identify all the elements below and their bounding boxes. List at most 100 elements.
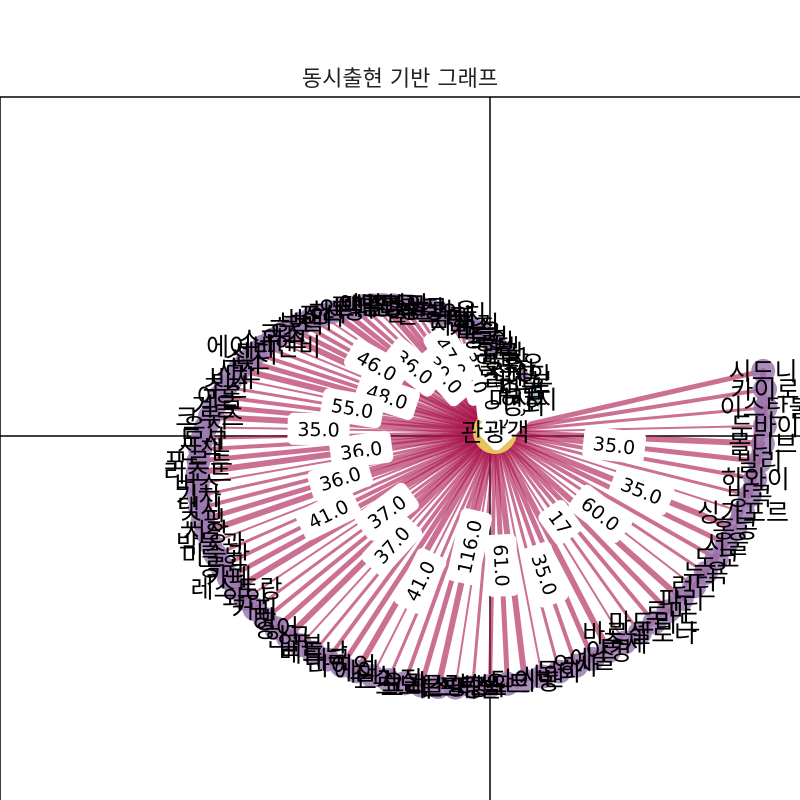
node-label: 도쿄 [694,545,740,574]
node-label: 커피 [232,595,278,624]
edge-line [493,430,719,561]
node-circle [752,413,777,438]
node-label: 베트남 [279,639,348,668]
node-label: 라이언 [307,652,376,681]
node-label: 크리스마스 [381,673,496,702]
node-label: 싱가포르 [697,498,789,527]
node-label: 주스 [349,662,395,691]
edge-label-box [295,487,362,540]
node-label: 공항 [483,345,529,374]
node-label: 미술관 [181,541,250,570]
edge-label-box [608,466,675,516]
node-label: 대만 [350,291,396,320]
edge-line [204,426,496,433]
edge-label-box [520,541,569,608]
node-label: 가족 [449,315,495,344]
edge-line [402,430,497,686]
edge-weight-label: 35.0 [582,426,647,464]
node-label: 한국 [265,623,311,652]
node-label: 관광 [479,339,525,368]
node-label: 바다 [288,305,334,334]
node-label: 하루 [309,298,355,327]
node-label: 와인 [222,585,268,614]
node-label: 영화 [501,391,547,420]
node-label: 카이로 [731,375,800,404]
node-label: 기차 [175,482,221,511]
edge-line [494,431,544,678]
node-label: 산책 [177,436,223,465]
node-label: 올드타운 [386,297,478,326]
node-label: 쇼핑 [180,506,226,535]
node-label: 빵 [253,605,276,634]
node-label: 에어 [334,657,380,686]
node-label: 리스크 [379,293,448,322]
node-label: 센터 [232,340,278,369]
edge-line [386,430,497,682]
node-label: 비치 [209,364,255,393]
node-label: 브라질 [354,666,423,695]
node-label: 두바이 [730,412,799,441]
node-label: 박물관 [176,529,245,558]
node-circle [478,673,503,698]
node-label: 몰디브 [728,430,797,459]
edge-label-box [344,338,410,393]
edge-line [493,430,752,498]
node-label: 방콕 [727,482,773,511]
node-label: 펍 [446,307,469,336]
edge-line [214,430,497,557]
node-label: 요가 [382,669,428,698]
node-label: 샌드위치 [394,300,486,329]
node-label: 겨울 [191,392,237,421]
node-label: 미국 [498,374,544,403]
node-label: 에어비앤비 [206,332,321,361]
edge-label-box [393,548,447,614]
node-label: 마사지 [489,385,558,414]
node-circle [426,675,451,700]
node-label: 리조트 [163,459,232,488]
edge-line [492,429,612,655]
node-label: 호텔 [474,334,520,363]
node-label: 스위스 [238,326,307,355]
node-label: 영어 [253,614,299,643]
node-label: 안녕 [319,296,365,325]
node-label: 추천 [203,373,249,402]
node-label: 문화 [536,658,582,687]
edge-line [494,424,766,433]
node-label: 캠핑 [426,303,472,332]
edge-label-box [568,484,633,544]
node-label: 로마 [645,597,691,626]
node-label: 루터 [329,294,375,323]
node-label: 포르투 [164,447,233,476]
edge-label-box [382,337,446,397]
node-label: 레스토랑 [191,574,283,603]
node-label: 사원 [519,663,565,692]
node-label: 관광객 [460,418,529,447]
node-label: 예술 [570,645,616,674]
node-label: 발리 [737,447,783,476]
node-label: 부엌 [278,309,324,338]
node-label: 축제 [602,628,648,657]
node-label: 맥주 [340,292,386,321]
edge-label-box [361,513,423,577]
node-label: 태국 [304,646,350,675]
node-label: 페스티벌 [409,674,501,703]
node-circle [753,395,778,420]
edge-weight-label: 35.0 [287,412,350,446]
node-label: 사진 [216,355,262,384]
node-label: 프랑스 [438,673,507,702]
node-label: 크루즈 [175,403,244,432]
edge-label-box [287,412,350,446]
node-label: 선장 [490,356,536,385]
edge-label-box [354,373,420,420]
node-label: 파리 [659,585,705,614]
node-circle [750,431,775,456]
node-label: 바르셀로나 [582,619,697,648]
node-label: 역사 [553,652,599,681]
node-label: 풍경 [462,324,508,353]
node-label-layer: 관광객영화마사지유럽미국리스본스페인선장옐로우공항관광호텔독일풍경마을가족자전거… [163,291,800,702]
node-label: 버스 [175,470,221,499]
edge-label-box [329,430,394,470]
edge-label-box [538,500,582,545]
node-label: 마을 [456,319,502,348]
